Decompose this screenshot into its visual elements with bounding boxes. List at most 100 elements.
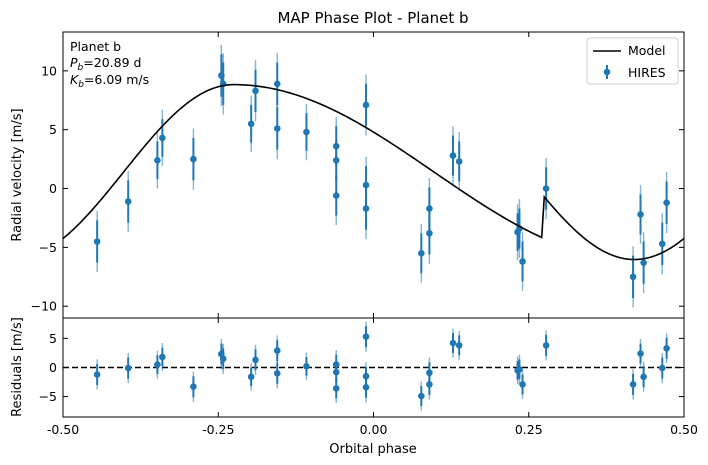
rv-data-point: [455, 132, 463, 191]
residual-data-marker: [154, 361, 161, 368]
rv-data-marker: [273, 125, 281, 132]
rv-y-axis-label: Radial velocity [m/s]: [10, 108, 25, 241]
residual-data-marker: [303, 363, 310, 370]
rv-data-point: [190, 128, 197, 190]
residual-data-marker: [418, 392, 425, 400]
residual-data-marker: [426, 381, 433, 388]
residual-data-marker: [93, 371, 101, 378]
residual-data-marker: [637, 350, 644, 357]
residual-y-tick-label: −5: [39, 389, 57, 404]
x-axis-ticks: -0.50 -0.25 0.00 0.25 0.50: [47, 32, 698, 437]
residual-data-point: [159, 343, 166, 371]
residual-data-layer: [93, 321, 670, 411]
legend-data-marker: [603, 68, 611, 76]
rv-y-tick-label: 0: [49, 181, 57, 196]
residual-data-marker: [252, 356, 259, 364]
rv-data-marker: [658, 240, 666, 248]
rv-data-marker: [332, 156, 340, 164]
rv-data-point: [252, 60, 259, 122]
residual-data-point: [449, 328, 457, 358]
rv-data-point: [124, 170, 132, 233]
residual-data-marker: [332, 368, 340, 376]
rv-data-point: [418, 223, 425, 283]
residual-data-marker: [159, 353, 166, 361]
residual-data-point: [219, 343, 227, 374]
residual-axis-ticks: −5 0 5: [39, 331, 684, 404]
x-tick-label: -0.25: [202, 422, 234, 437]
residual-data-marker: [362, 384, 370, 391]
residual-data-point: [542, 330, 550, 361]
residual-data-point: [629, 369, 637, 400]
rv-y-tick-label: 5: [49, 122, 57, 137]
rv-data-point: [449, 126, 457, 186]
x-tick-label: 0.50: [670, 422, 698, 437]
rv-data-marker: [629, 273, 637, 281]
rv-data-point: [154, 132, 161, 189]
residual-data-marker: [247, 373, 255, 381]
residual-data-point: [637, 338, 644, 369]
residual-data-marker: [658, 364, 666, 372]
x-tick-label: -0.50: [47, 422, 79, 437]
rv-data-marker: [426, 229, 433, 237]
annotation-period: Pb=20.89 d: [70, 55, 141, 73]
rv-data-marker: [154, 156, 161, 164]
residual-y-tick-label: 0: [49, 360, 57, 375]
rv-data-point: [273, 97, 281, 160]
rv-data-marker: [637, 211, 644, 218]
rv-data-point: [519, 232, 526, 291]
chart-title: MAP Phase Plot - Planet b: [277, 9, 468, 27]
annotation-period-value: =20.89 d: [83, 55, 141, 70]
rv-data-point: [629, 246, 637, 308]
residual-data-point: [362, 321, 370, 352]
residual-data-point: [455, 330, 463, 360]
annotation-period-subscript: b: [78, 63, 84, 73]
residual-data-point: [124, 352, 132, 384]
residual-data-point: [663, 333, 670, 364]
residual-data-marker: [219, 355, 227, 363]
rv-data-point: [362, 177, 370, 240]
residual-data-marker: [273, 347, 281, 354]
rv-data-marker: [252, 87, 259, 95]
residual-data-marker: [124, 364, 132, 372]
residual-data-point: [154, 350, 161, 379]
residual-data-point: [273, 358, 281, 389]
x-tick-label: 0.00: [360, 422, 388, 437]
residual-data-point: [190, 371, 197, 402]
x-tick-label: 0.25: [515, 422, 543, 437]
residual-data-point: [426, 369, 433, 400]
legend: Model HIRES: [586, 37, 679, 85]
annotation-semi-amplitude-value: =6.09 m/s: [84, 72, 149, 87]
rv-data-marker: [519, 258, 526, 265]
residual-data-point: [418, 381, 425, 411]
residual-panel: −5 0 5 Residuals [m/s]: [10, 317, 685, 418]
residual-data-point: [658, 352, 666, 384]
annotation-planet-name: Planet b: [70, 39, 121, 54]
residual-data-marker: [640, 373, 647, 381]
rv-data-marker: [190, 155, 197, 163]
rv-data-marker: [124, 198, 132, 205]
residual-data-point: [303, 352, 310, 381]
rv-y-tick-label: 10: [41, 63, 57, 78]
residual-data-marker: [542, 342, 550, 349]
rv-data-marker: [449, 152, 457, 159]
residual-data-marker: [519, 381, 526, 388]
rv-data-point: [332, 166, 340, 226]
rv-data-marker: [332, 192, 340, 199]
annotation-semi-amplitude-symbol: K: [70, 72, 80, 87]
legend-data-label: HIRES: [628, 65, 666, 80]
rv-data-marker: [362, 101, 370, 109]
rv-y-tick-label: −10: [31, 299, 57, 314]
residual-data-marker: [362, 333, 370, 340]
rv-axis-ticks: −10 −5 0 5 10: [31, 63, 684, 314]
rv-data-marker: [542, 185, 550, 192]
residual-data-marker: [449, 339, 457, 347]
residual-data-marker: [516, 365, 523, 373]
rv-data-point: [542, 157, 550, 220]
rv-data-point: [663, 172, 670, 234]
rv-data-point: [637, 185, 644, 244]
legend-model-label: Model: [628, 43, 666, 58]
rv-data-marker: [640, 259, 647, 266]
rv-data-point: [247, 95, 255, 153]
rv-panel: −10 −5 0 5 10 Radial velocity [m/s] Planet b…: [10, 31, 685, 319]
